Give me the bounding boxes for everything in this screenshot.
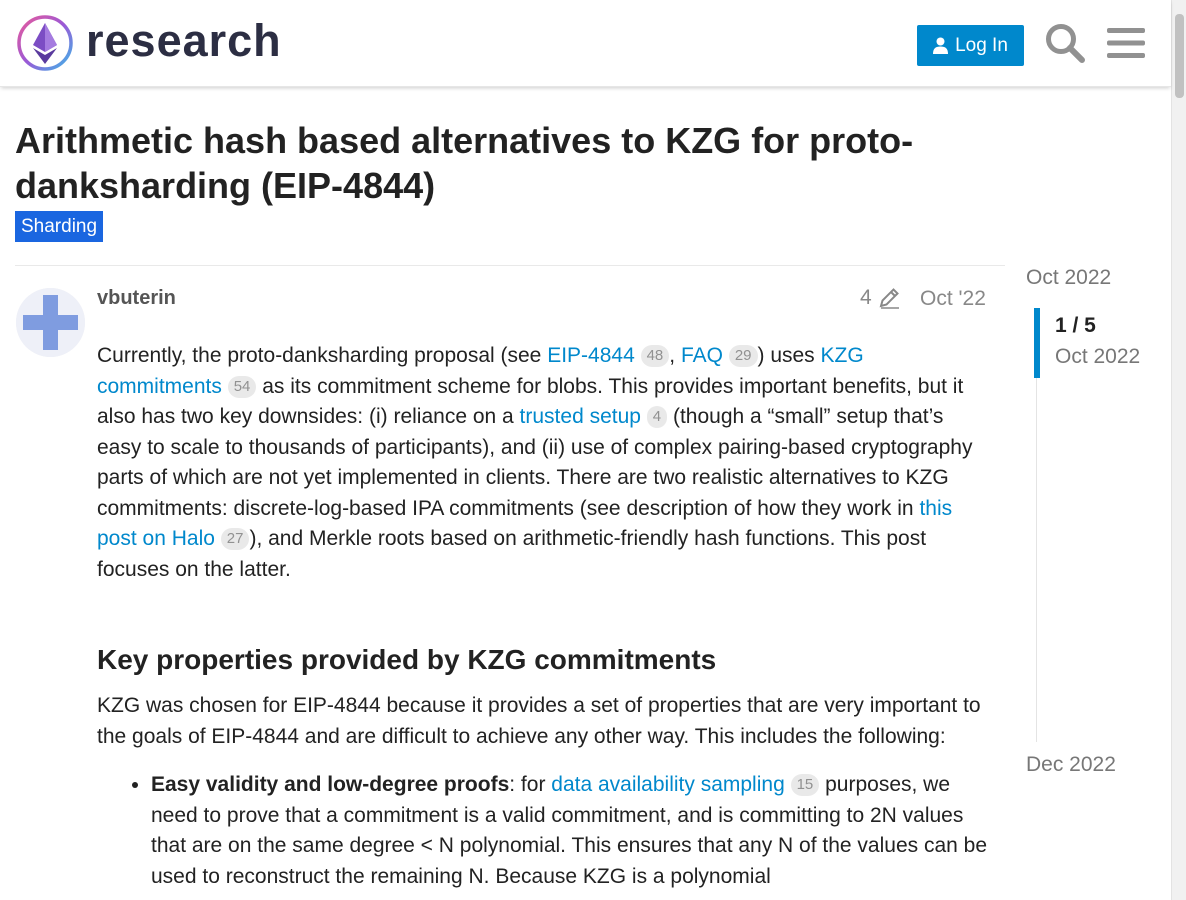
scrollbar-thumb[interactable]: [1175, 14, 1184, 98]
page-scrollbar[interactable]: [1171, 0, 1186, 900]
post-body: Currently, the proto-danksharding propos…: [97, 341, 992, 892]
login-button[interactable]: Log In: [917, 25, 1024, 66]
site-logo[interactable]: research: [16, 14, 282, 72]
timeline-current-date: Oct 2022: [1055, 345, 1140, 369]
avatar[interactable]: [16, 288, 85, 357]
link-click-count: 29: [729, 345, 758, 367]
timeline-scroll-handle[interactable]: [1034, 308, 1040, 378]
topic-divider: [15, 265, 1005, 266]
section-heading: Key properties provided by KZG commitmen…: [97, 643, 992, 677]
user-icon: [933, 37, 948, 54]
link-click-count: 54: [228, 376, 257, 398]
timeline-post-counter: 1 / 5: [1055, 314, 1096, 338]
link-click-count: 48: [641, 345, 670, 367]
eip-4844-link[interactable]: EIP-4844: [547, 344, 635, 367]
logo-text: research: [86, 18, 282, 63]
pencil-icon: [878, 287, 900, 309]
link-click-count: 15: [791, 774, 820, 796]
faq-link[interactable]: FAQ: [681, 344, 723, 367]
category-badge[interactable]: Sharding: [15, 211, 103, 242]
topic-timeline: Oct 2022 1 / 5 Oct 2022 Dec 2022: [1025, 264, 1171, 784]
post-paragraph: Currently, the proto-danksharding propos…: [97, 341, 992, 585]
timeline-end-date[interactable]: Dec 2022: [1026, 753, 1116, 777]
login-label: Log In: [955, 35, 1008, 57]
properties-list: Easy validity and low-degree proofs: for…: [97, 770, 992, 892]
link-click-count: 27: [221, 528, 250, 550]
post-paragraph: KZG was chosen for EIP-4844 because it p…: [97, 691, 992, 752]
timeline-start-date[interactable]: Oct 2022: [1026, 266, 1111, 290]
ethereum-research-logo-icon: [16, 14, 74, 72]
trusted-setup-link[interactable]: trusted setup: [520, 405, 641, 428]
data-availability-sampling-link[interactable]: data availability sampling: [551, 773, 784, 796]
edit-count: 4: [860, 286, 872, 310]
avatar-identicon-icon: [16, 288, 85, 357]
hamburger-menu-icon[interactable]: [1107, 26, 1145, 60]
edit-history-button[interactable]: 4: [860, 286, 900, 310]
post-date[interactable]: Oct '22: [920, 287, 986, 311]
list-item: Easy validity and low-degree proofs: for…: [151, 770, 992, 892]
search-icon[interactable]: [1044, 22, 1086, 64]
link-click-count: 4: [647, 406, 667, 428]
topic-title[interactable]: Arithmetic hash based alternatives to KZ…: [15, 118, 1015, 208]
post-username[interactable]: vbuterin: [97, 287, 176, 310]
site-header: research Log In: [0, 0, 1171, 87]
